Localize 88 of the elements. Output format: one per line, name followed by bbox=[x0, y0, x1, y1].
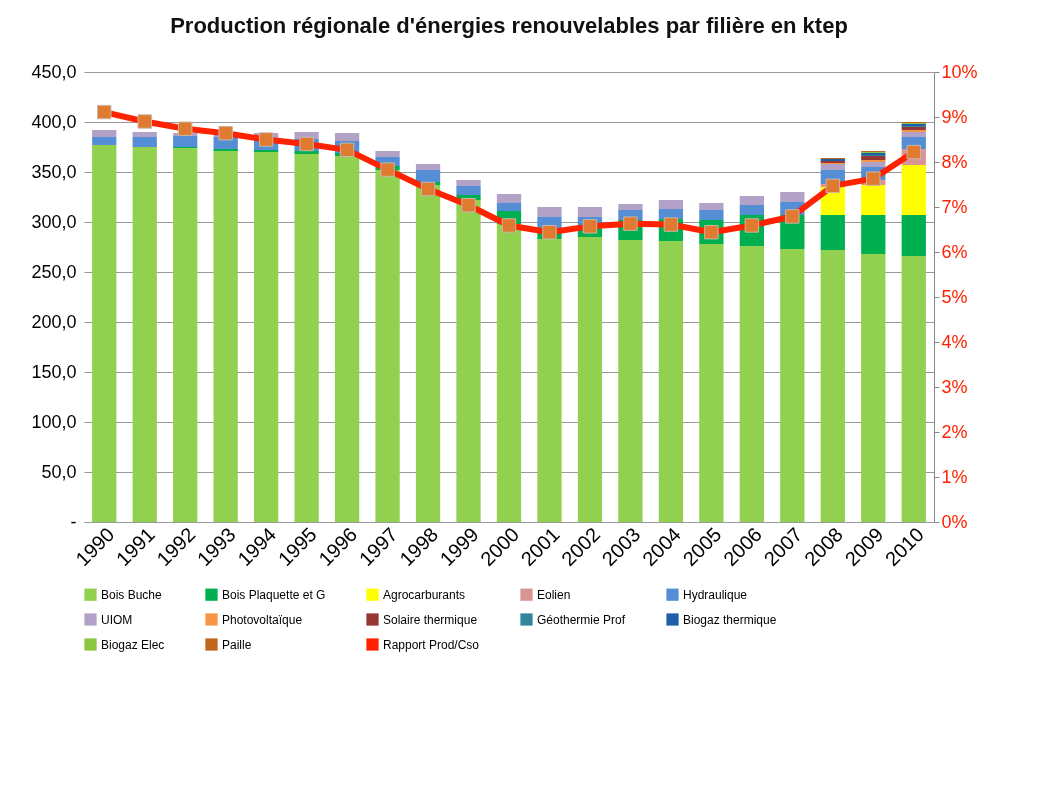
bar bbox=[820, 215, 845, 250]
bar bbox=[496, 194, 522, 203]
bar bbox=[173, 136, 198, 147]
bar bbox=[254, 152, 279, 522]
bar bbox=[173, 148, 198, 522]
bar bbox=[415, 164, 441, 170]
bar bbox=[577, 237, 603, 522]
y2-tick-label: 7% bbox=[941, 196, 968, 217]
bar bbox=[861, 162, 886, 167]
bar bbox=[456, 186, 481, 195]
bar bbox=[901, 215, 926, 256]
bar bbox=[699, 203, 724, 210]
bar bbox=[820, 250, 845, 522]
legend-label: Biogaz Elec bbox=[101, 637, 165, 652]
bar bbox=[658, 200, 684, 209]
y-tick-label: - bbox=[70, 511, 77, 532]
y2-tick-label: 6% bbox=[941, 241, 968, 262]
bar bbox=[901, 165, 926, 215]
legend-label: Bois Plaquette et G bbox=[222, 587, 326, 602]
y2-tick-label: 9% bbox=[941, 106, 968, 127]
legend-label: Biogaz thermique bbox=[683, 612, 777, 627]
bar bbox=[92, 137, 117, 145]
y-tick-label: 200,0 bbox=[31, 311, 77, 332]
bar bbox=[132, 132, 157, 137]
y-tick-label: 300,0 bbox=[31, 211, 77, 232]
bar bbox=[132, 147, 157, 522]
y2-tick-label: 4% bbox=[941, 331, 968, 352]
legend-label: Géothermie Prof bbox=[537, 612, 626, 627]
bar bbox=[132, 137, 157, 147]
y2-tick-label: 5% bbox=[941, 286, 968, 307]
legend-label: Paille bbox=[222, 637, 252, 652]
bar bbox=[456, 180, 481, 186]
bar bbox=[861, 185, 886, 215]
bar bbox=[618, 240, 643, 522]
bar bbox=[496, 224, 522, 522]
legend-label: Agrocarburants bbox=[383, 587, 466, 602]
y2-tick-label: 8% bbox=[941, 151, 968, 172]
bar bbox=[658, 241, 684, 522]
bar bbox=[739, 196, 764, 205]
bar bbox=[780, 249, 805, 522]
y-tick-label: 250,0 bbox=[31, 261, 77, 282]
legend-label: Bois Buche bbox=[101, 587, 163, 602]
y-tick-label: 50,0 bbox=[41, 461, 77, 482]
bar bbox=[780, 192, 805, 202]
bar bbox=[415, 170, 441, 182]
bar bbox=[294, 151, 319, 154]
bar bbox=[537, 239, 562, 522]
chart-title: Production régionale d'énergies renouvelables par filière en ktep bbox=[170, 13, 848, 38]
bar bbox=[901, 256, 926, 522]
legend-label: Photovoltaïque bbox=[222, 612, 303, 627]
bar bbox=[618, 204, 643, 210]
bar bbox=[820, 164, 845, 170]
legend-label: UIOM bbox=[101, 612, 133, 627]
y-tick-label: 100,0 bbox=[31, 411, 77, 432]
bar bbox=[92, 145, 117, 522]
legend-label: Eolien bbox=[537, 587, 571, 602]
bar bbox=[456, 200, 481, 522]
bar bbox=[415, 185, 441, 522]
bar bbox=[213, 151, 238, 522]
y-tick-label: 450,0 bbox=[31, 61, 77, 82]
y-tick-label: 350,0 bbox=[31, 161, 77, 182]
bar bbox=[294, 154, 319, 522]
bar bbox=[699, 210, 724, 220]
bar bbox=[334, 133, 360, 141]
legend-label: Rapport Prod/Cso bbox=[383, 637, 480, 652]
bar bbox=[861, 215, 886, 254]
y-tick-label: 150,0 bbox=[31, 361, 77, 382]
bar bbox=[496, 203, 522, 211]
y2-tick-label: 1% bbox=[941, 466, 968, 487]
y2-tick-label: 0% bbox=[941, 511, 968, 532]
bar bbox=[901, 132, 926, 137]
y2-tick-label: 3% bbox=[941, 376, 968, 397]
bar bbox=[739, 205, 764, 215]
bar bbox=[739, 246, 764, 522]
legend-label: Hydraulique bbox=[683, 587, 748, 602]
bar bbox=[577, 207, 603, 217]
bar bbox=[699, 244, 724, 522]
bar bbox=[92, 130, 117, 137]
legend-label: Solaire thermique bbox=[383, 612, 478, 627]
bar bbox=[861, 254, 886, 522]
bar bbox=[861, 156, 886, 160]
y2-tick-label: 10% bbox=[941, 61, 978, 82]
bar bbox=[334, 156, 360, 522]
bar bbox=[375, 170, 400, 522]
y2-tick-label: 2% bbox=[941, 421, 968, 442]
bar bbox=[537, 207, 562, 217]
y-tick-label: 400,0 bbox=[31, 111, 77, 132]
bar bbox=[375, 151, 400, 157]
